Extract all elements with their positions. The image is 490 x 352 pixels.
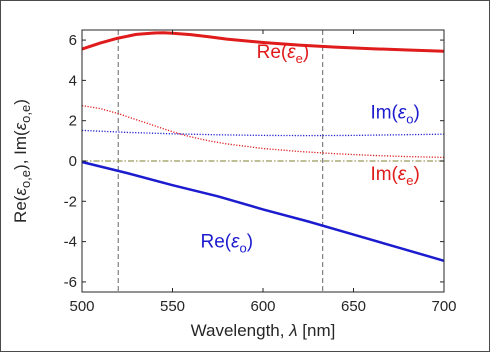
plot-layer [81, 30, 445, 292]
annotation-re_e: Re(εe) [257, 42, 310, 66]
y-axis-label: Re(εo,e), Im(εo,e) [11, 99, 33, 223]
annotations-layer: Re(εe) Im(εo) Im(εe) Re(εo) [201, 42, 420, 255]
y-tick-label: 0 [69, 153, 77, 170]
series-line-re_o [81, 160, 445, 263]
annotation-re_o: Re(εo) [201, 232, 254, 256]
x-tick-label: 700 [431, 298, 456, 315]
y-tick-label: -4 [64, 234, 77, 251]
x-tick-label: 550 [160, 298, 185, 315]
series-line-im_o [81, 129, 445, 137]
series-line-im_e [81, 104, 445, 159]
series-line-re_e [81, 31, 445, 53]
y-tick-label: -2 [64, 193, 77, 210]
y-tick-label: 4 [69, 72, 77, 89]
x-tick-label: 650 [341, 298, 366, 315]
ticks-layer: 500 550 600 650 700 -6 -4 -2 0 2 4 6 [64, 30, 457, 315]
y-tick-label: -6 [64, 274, 77, 291]
y-tick-label: 2 [69, 113, 77, 130]
y-tick-label: 6 [69, 32, 77, 49]
annotation-im_o: Im(εo) [370, 103, 419, 127]
x-tick-label: 500 [69, 298, 94, 315]
x-tick-label: 600 [250, 298, 275, 315]
annotation-im_e: Im(εe) [370, 164, 419, 188]
x-axis-label: Wavelength, λ [nm] [191, 321, 336, 340]
